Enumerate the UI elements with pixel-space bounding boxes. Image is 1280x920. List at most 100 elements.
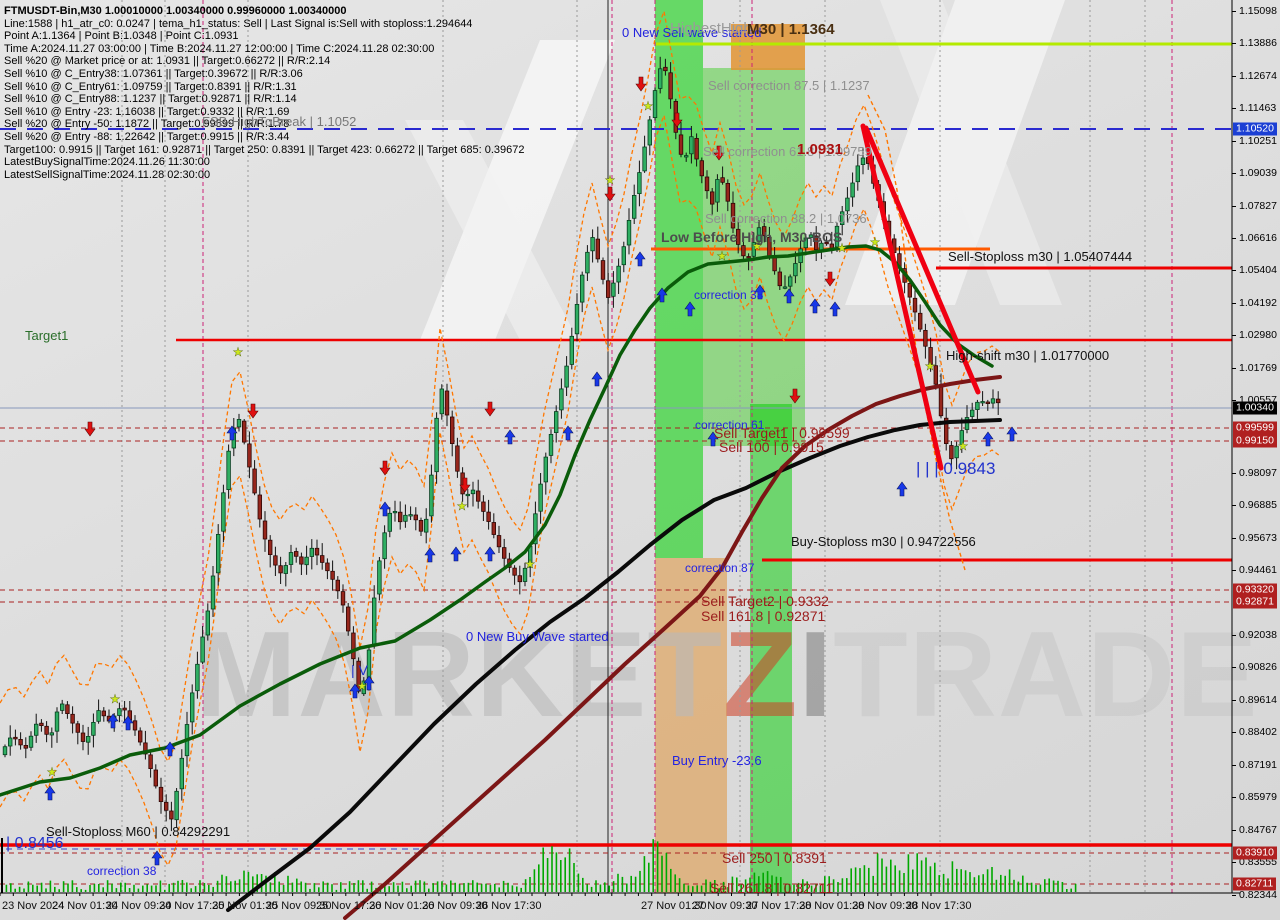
price-tick-label: 0.96885 (1239, 499, 1277, 511)
sar-envelope-dashed (0, 8, 1001, 867)
price-tick-label: 0.95673 (1239, 532, 1277, 544)
price-tick-label: 0.89614 (1239, 694, 1277, 706)
price-tickmark (1232, 173, 1236, 174)
price-tickmark (1232, 206, 1236, 207)
annotation-label: | 0.8456 (6, 835, 64, 852)
info-line: Point A:1.1364 | Point B:1.0348 | Point … (4, 30, 239, 43)
price-badge: 0.93320 (1233, 583, 1277, 597)
time-axis-label: 28 Nov 09:30 (852, 900, 918, 912)
price-tick-label: 1.13886 (1239, 37, 1277, 49)
time-axis-label: 24 Nov 01:30 (52, 900, 118, 912)
price-tick-label: 0.94461 (1239, 564, 1277, 576)
price-tick-label: 1.01769 (1239, 362, 1277, 374)
annotation-label: correction 38 (694, 288, 764, 302)
svg-text:★: ★ (643, 99, 654, 113)
price-tickmark (1232, 765, 1236, 766)
annotation-label: 1.0931 (797, 141, 843, 158)
annotation-label: Sell-Stoploss m30 | 1.05407444 (948, 249, 1133, 264)
annotation-label: Sell correction 38.2 | 1.0736 (705, 211, 867, 226)
price-tick-label: 0.90826 (1239, 661, 1277, 673)
price-tickmark (1232, 538, 1236, 539)
price-tick-label: 1.02980 (1239, 329, 1277, 341)
price-tick-label: 1.09039 (1239, 167, 1277, 179)
time-axis-label: 24 Nov 17:30 (159, 900, 225, 912)
info-line: Sell %10 @ C_Entry88: 1.1237 || Target:0… (4, 93, 297, 106)
time-axis-label: 27 Nov 01:30 (641, 900, 707, 912)
info-line: LatestSellSignalTime:2024.11.28 02:30:00 (4, 168, 211, 181)
svg-text:★: ★ (925, 359, 936, 373)
signal-markers: ★ ★ ★ ★ ★ ★ ★ ★ ★ ★ ★ ★ ★ ★ (44, 76, 1018, 866)
info-line: Sell %20 @ Market price or at: 1.0931 ||… (4, 55, 331, 68)
svg-text:★: ★ (870, 235, 881, 249)
price-tick-label: 1.07827 (1239, 200, 1277, 212)
price-tickmark (1232, 473, 1236, 474)
annotation-label: | V (351, 662, 368, 678)
annotation-label: M30 | 1.1364 (747, 21, 835, 38)
info-line: Sell %20 @ Entry -88: 1.22642 || Target:… (4, 130, 290, 143)
info-line: LatestBuySignalTime:2024.11.26 11:30:00 (4, 156, 210, 169)
svg-text:★: ★ (357, 679, 368, 693)
time-axis-label: 28 Nov 01:30 (799, 900, 865, 912)
time-axis-label: 28 Nov 17:30 (906, 900, 972, 912)
brand-watermark-part: MARKET (195, 606, 723, 742)
price-badge: 1.10520 (1233, 122, 1277, 136)
price-tickmark (1232, 700, 1236, 701)
annotation-label: Sell 250 | 0.8391 (722, 850, 827, 866)
annotation-label: Buy Entry -23.6 (672, 753, 762, 768)
price-tickmark (1232, 570, 1236, 571)
brand-watermark-part: I (798, 606, 833, 742)
svg-text:★: ★ (752, 239, 763, 253)
price-tickmark (1232, 43, 1236, 44)
price-tickmark (1232, 862, 1236, 863)
svg-text:★: ★ (958, 439, 969, 453)
time-axis-label: 27 Nov 17:30 (746, 900, 812, 912)
svg-text:★: ★ (717, 249, 728, 263)
time-axis-label: 26 Nov 09:30 (422, 900, 488, 912)
price-tick-label: 0.88402 (1239, 726, 1277, 738)
price-tickmark (1232, 238, 1236, 239)
annotation-label: Sell 100 | 0.9915 (719, 439, 824, 455)
annotation-label: Buy-Stoploss m30 | 0.94722556 (791, 534, 976, 549)
info-line: Target100: 0.9915 || Target 161: 0.92871… (4, 143, 525, 156)
price-tickmark (1232, 76, 1236, 77)
info-line: Time A:2024.11.27 03:00:00 | Time B:2024… (4, 42, 435, 55)
price-tickmark (1232, 400, 1236, 401)
price-tickmark (1232, 635, 1236, 636)
axis-frame (0, 0, 1240, 896)
info-line: Sell %10 @ C_Entry61: 1.09759 || Target:… (4, 80, 297, 93)
price-tick-label: 1.15098 (1239, 5, 1277, 17)
price-tickmark (1232, 505, 1236, 506)
price-badge: 0.99150 (1233, 434, 1277, 448)
time-axis-label: 27 Nov 09:30 (692, 900, 758, 912)
time-axis-label: 24 Nov 09:30 (106, 900, 172, 912)
info-line: Line:1588 | h1_atr_c0: 0.0247 | tema_h1_… (4, 17, 473, 30)
price-tick-label: 1.06616 (1239, 232, 1277, 244)
price-badge: 1.00340 (1233, 401, 1277, 415)
price-tickmark (1232, 335, 1236, 336)
time-axis-label: 23 Nov 2024 (2, 900, 65, 912)
price-badge: 0.99599 (1233, 421, 1277, 435)
info-line: Sell %20 @ Entry -50: 1.1872 || Target:0… (4, 118, 290, 131)
price-tick-label: 0.82344 (1239, 889, 1277, 901)
price-tickmark (1232, 108, 1236, 109)
annotation-label: Low Before High, M30-BOS (661, 229, 843, 245)
price-tickmark (1232, 732, 1236, 733)
price-tick-label: 0.87191 (1239, 759, 1277, 771)
annotation-label: | | | 0.9843 (916, 459, 996, 478)
annotation-label: correction 61 (695, 418, 765, 432)
annotation-label: Sell 161.8 | 0.92871 (701, 608, 826, 624)
svg-text:★: ★ (110, 692, 121, 706)
annotation-label: correction 87 (685, 561, 755, 575)
svg-text:★: ★ (233, 345, 244, 359)
price-tick-label: 0.85979 (1239, 791, 1277, 803)
red-trend-lines[interactable] (860, 123, 981, 471)
annotation-label: Sell-Stoploss M60 | 0.84292291 (46, 824, 231, 839)
price-tickmark (1232, 830, 1236, 831)
price-tick-label: 0.92038 (1239, 629, 1277, 641)
background-watermark-shapes (405, 0, 1065, 340)
annotation-label: FSB-HighToBreak | 1.1052 (202, 114, 357, 129)
indicator-info-block: FTMUSDT-Bin,M30 1.00010000 1.00340000 0.… (4, 5, 525, 181)
svg-text:★: ★ (457, 499, 468, 513)
price-tick-label: 1.12674 (1239, 70, 1277, 82)
